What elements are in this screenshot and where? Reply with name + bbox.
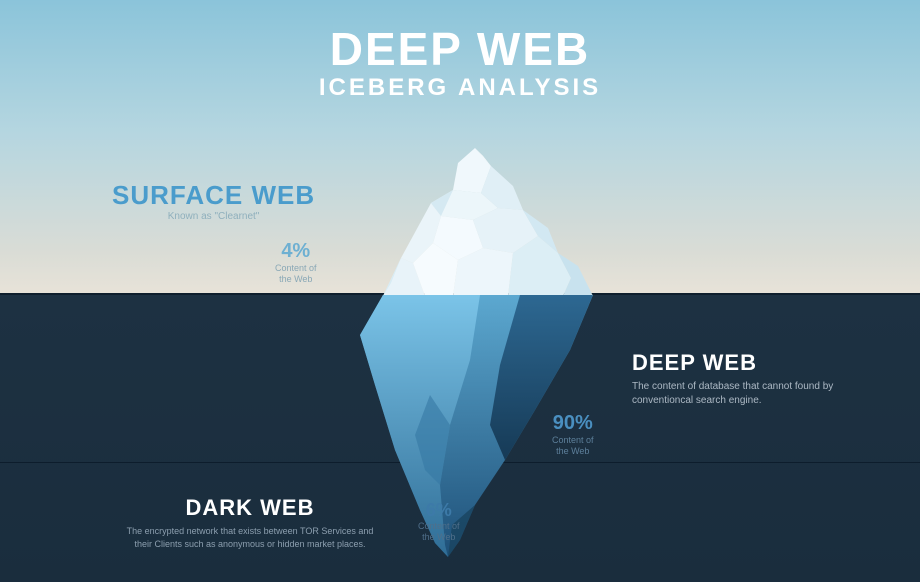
deep-percent-block: 90% Content ofthe Web: [552, 412, 594, 457]
title-main: DEEP WEB: [0, 26, 920, 72]
dark-web-section: DARK WEB The encrypted network that exis…: [125, 495, 375, 550]
dark-title: DARK WEB: [125, 495, 375, 521]
iceberg-above-water: [383, 148, 593, 298]
surface-percent-block: 4% Content ofthe Web: [275, 240, 317, 285]
deep-title: DEEP WEB: [632, 350, 862, 376]
surface-percent-label: Content ofthe Web: [275, 263, 317, 285]
dark-percent-block: 6% Content ofthe Web: [418, 500, 460, 543]
surface-subtitle: Known as "Clearnet": [112, 211, 315, 222]
title-sub: ICEBERG ANALYSIS: [0, 74, 920, 102]
surface-title: SURFACE WEB: [112, 180, 315, 211]
surface-web-section: SURFACE WEB Known as "Clearnet": [112, 180, 315, 222]
surface-percent: 4%: [275, 240, 317, 263]
deep-divider-line: [0, 462, 920, 463]
dark-subtitle: The encrypted network that exists betwee…: [125, 525, 375, 550]
deep-percent-label: Content ofthe Web: [552, 435, 594, 457]
dark-percent-label: Content ofthe Web: [418, 521, 460, 543]
deep-percent: 90%: [552, 412, 594, 435]
deep-web-section: DEEP WEB The content of database that ca…: [632, 350, 862, 408]
main-title-block: DEEP WEB ICEBERG ANALYSIS: [0, 26, 920, 102]
deep-subtitle: The content of database that cannot foun…: [632, 380, 862, 408]
dark-percent: 6%: [418, 500, 460, 521]
